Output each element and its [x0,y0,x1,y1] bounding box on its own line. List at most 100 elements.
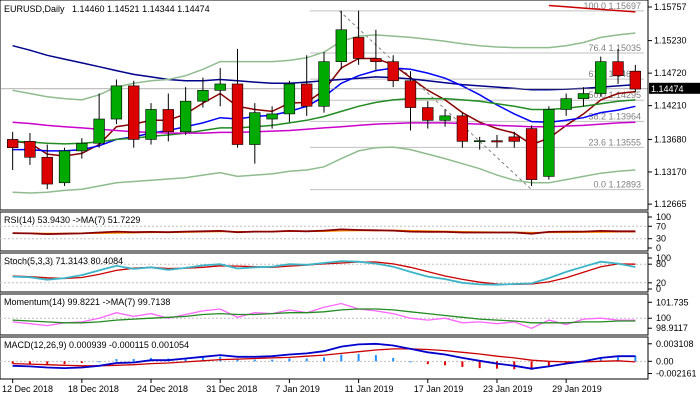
tick-label: 0.003108 [656,339,694,349]
price-tick-label: 1.13680 [654,134,687,144]
tick-label: 70 [656,221,666,231]
bear-candle [525,128,538,180]
date-tick-label: 31 Dec 2018 [206,384,257,394]
date-tick-label: 7 Jan 2019 [275,384,320,394]
price-tick-label: 1.14720 [654,68,687,78]
macd-histogram-bar [132,359,135,362]
macd-histogram-bar [236,359,239,362]
macd-histogram-bar [288,358,291,362]
macd-histogram-bar [426,361,429,365]
macd-histogram-bar [253,359,256,362]
tick-label: 0 [656,284,661,294]
macd-histogram-bar [271,359,274,362]
macd-histogram-bar [409,361,412,363]
macd-histogram-bar [98,361,101,363]
fibonacci-trend-line [338,10,532,190]
fib-level-label: 0.0 1.12893 [593,180,641,190]
bull-candle [439,115,451,121]
bear-candle [370,58,382,62]
fib-level-label: 100.0 1.15697 [583,1,641,11]
bear-candle [162,109,174,133]
tick-label: 100 [656,253,671,263]
bear-candle [387,61,399,82]
price-tick-label: 1.15757 [654,2,687,12]
overlay-line [548,4,636,13]
bull-candle [595,61,607,94]
macd-histogram-bar [547,361,550,367]
price-axis: 1.15757 1.15230 1.14720 1.14210 1.13680 1.131… [647,0,687,210]
tick-label: 100 [656,313,671,323]
overlay-line [12,97,636,145]
macd-histogram-bar [374,355,377,362]
macd-histogram-bar [461,361,464,367]
fib-level-label: 23.6 1.13555 [588,137,641,147]
bull-candle [76,142,88,152]
tick-label: 30 [656,234,666,244]
date-tick-label: 18 Dec 2018 [68,384,119,394]
bear-candle [231,83,244,145]
current-price-tag: 1.14474 [649,82,700,94]
price-tick-label: 1.13170 [654,167,687,177]
macd-histogram-bar [305,358,308,362]
macd-histogram-bar [11,361,14,364]
stochastic-lines [0,260,648,286]
bear-candle [128,85,140,140]
stoch-k-line [12,260,636,286]
macd-histogram-bar [340,354,343,362]
symbol-label: EURUSD,Daily [4,4,65,14]
bear-candle [352,37,365,59]
momentum-pane-frame [0,293,649,336]
macd-histogram-bar [530,361,533,370]
stochastic-pane[interactable]: Stoch(5,3,3) 71.3143 80.4084 [0,252,649,293]
date-tick-label: 17 Jan 2019 [414,384,464,394]
tick-label: 80 [656,259,666,269]
bull-candle [197,90,209,102]
price-tick-label: 1.14210 [654,101,687,111]
bull-candle [179,100,192,133]
tick-label: 0 [656,243,661,253]
macd-histogram-bar [392,357,395,362]
bear-candle [41,156,53,185]
current-price-value: 1.14474 [651,84,684,94]
tick-label: -0.002161 [656,369,697,379]
bull-candle [474,140,486,142]
macd-histogram-bar [201,357,204,362]
rsi-lines [0,225,648,240]
tick-label: 100 [656,212,671,222]
bull-candle [577,93,590,99]
ohlc-label: 1.14460 1.14521 1.14344 1.14474 [72,4,210,14]
macd-line [12,342,636,370]
macd-pane[interactable]: MACD(12,26,9) 0.000939 -0.000115 0.00105… [0,336,649,380]
bull-candle [214,83,226,91]
momentum-lines [0,302,648,330]
macd-histogram-bar [63,361,66,365]
date-tick-label: 23 Jan 2019 [483,384,533,394]
macd-histogram-bar [495,361,498,369]
bull-candle [93,118,105,144]
bear-candle [6,139,19,149]
bull-candle [266,113,278,120]
bear-candle [491,140,503,143]
bear-candle [612,61,624,76]
tick-label: 98.9117 [656,323,688,333]
momentum-label: Momentum(14) 99.8221 ->MA(7) 99.7138 [4,297,170,307]
bull-candle [335,29,347,62]
momentum-pane[interactable]: Momentum(14) 99.8221 ->MA(7) 99.7138 [0,293,649,336]
date-tick-label: 29 Jan 2019 [552,384,602,394]
bear-candle [404,80,417,108]
date-axis: 12 Dec 2018 18 Dec 2018 24 Dec 2018 31 Dec … [0,378,648,394]
macd-histogram-bar [599,357,602,362]
bear-candle [456,115,469,142]
bear-candle [24,141,36,158]
candlesticks [6,10,642,190]
bear-candle [629,70,642,90]
rsi-pane[interactable]: RSI(14) 53.9430 ->MA(7) 51.7229 [0,211,649,252]
bull-candle [560,98,572,110]
bear-candle [422,107,434,121]
